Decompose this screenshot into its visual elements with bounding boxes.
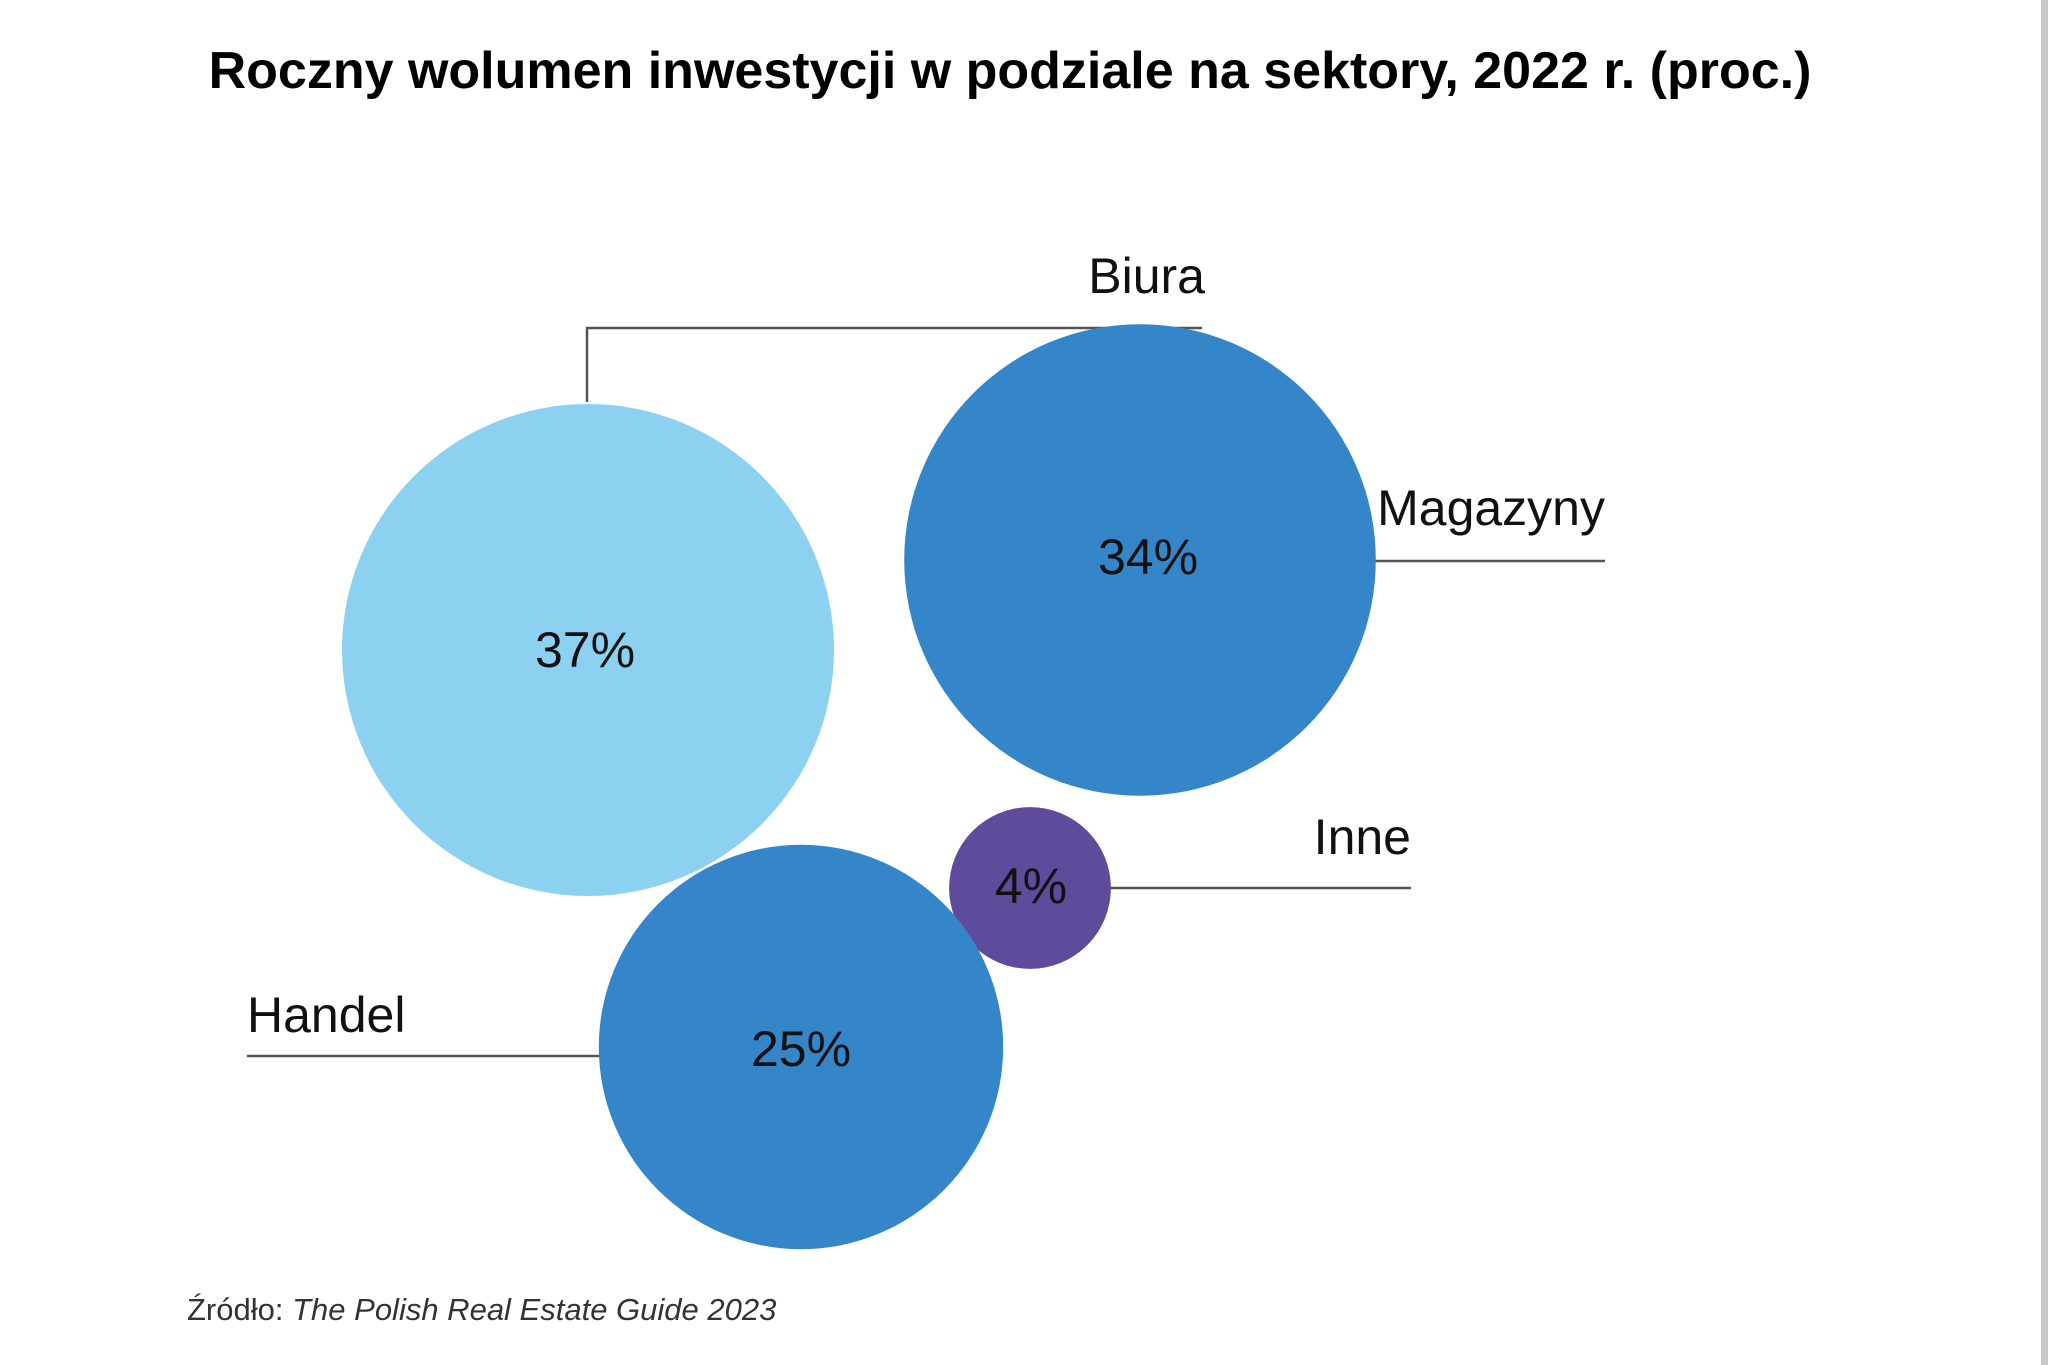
value-label-magazyny: 34% — [1098, 529, 1198, 585]
category-label-biura: Biura — [1088, 248, 1205, 304]
leader-line-biura — [585, 326, 1202, 402]
bubble-biura — [342, 404, 834, 896]
value-label-biura: 37% — [535, 622, 635, 678]
bubble-handel — [598, 844, 1004, 1250]
bubble-inne — [949, 807, 1111, 969]
right-border — [2041, 0, 2048, 1365]
value-label-inne: 4% — [995, 858, 1067, 914]
category-label-handel: Handel — [247, 987, 405, 1043]
chart-title: Roczny wolumen inwestycji w podziale na … — [209, 42, 1812, 100]
source-title: The Polish Real Estate Guide 2023 — [292, 1292, 776, 1327]
category-label-inne: Inne — [1314, 809, 1411, 865]
source-prefix: Źródło: — [187, 1292, 283, 1327]
category-label-magazyny: Magazyny — [1377, 480, 1605, 536]
source-note: Źródło: The Polish Real Estate Guide 202… — [187, 1292, 776, 1327]
bubble-magazyny — [904, 324, 1376, 796]
value-label-handel: 25% — [751, 1021, 851, 1077]
